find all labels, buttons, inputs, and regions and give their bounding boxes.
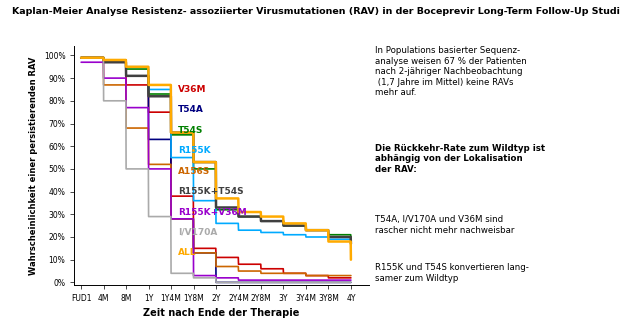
Text: R155K+T54S: R155K+T54S: [178, 187, 244, 196]
Text: R155K und T54S konvertieren lang-
samer zum Wildtyp: R155K und T54S konvertieren lang- samer …: [375, 263, 529, 283]
Text: R155K+V36M: R155K+V36M: [178, 208, 247, 216]
X-axis label: Zeit nach Ende der Therapie: Zeit nach Ende der Therapie: [143, 308, 300, 318]
Text: Die Rückkehr-Rate zum Wildtyp ist
abhängig von der Lokalisation
der RAV:: Die Rückkehr-Rate zum Wildtyp ist abhäng…: [375, 144, 545, 174]
Text: T54S: T54S: [178, 126, 203, 135]
Text: ALL: ALL: [178, 248, 197, 258]
Text: T54A, I/V170A und V36M sind
rascher nicht mehr nachweisbar: T54A, I/V170A und V36M sind rascher nich…: [375, 215, 515, 235]
Text: Kaplan-Meier Analyse Resistenz- assoziierter Virusmutationen (RAV) in der Bocepr: Kaplan-Meier Analyse Resistenz- assoziie…: [12, 7, 620, 16]
Text: I/V170A: I/V170A: [178, 228, 217, 237]
Text: R155K: R155K: [178, 146, 210, 155]
Text: V36M: V36M: [178, 85, 206, 94]
Y-axis label: Wahrscheinlichkeit einer persistierenden RAV: Wahrscheinlichkeit einer persistierenden…: [29, 56, 38, 275]
Text: A156S: A156S: [178, 167, 210, 176]
Text: In Populations basierter Sequenz-
analyse weisen 67 % der Patienten
nach 2-jähri: In Populations basierter Sequenz- analys…: [375, 46, 527, 97]
Text: T54A: T54A: [178, 105, 204, 115]
